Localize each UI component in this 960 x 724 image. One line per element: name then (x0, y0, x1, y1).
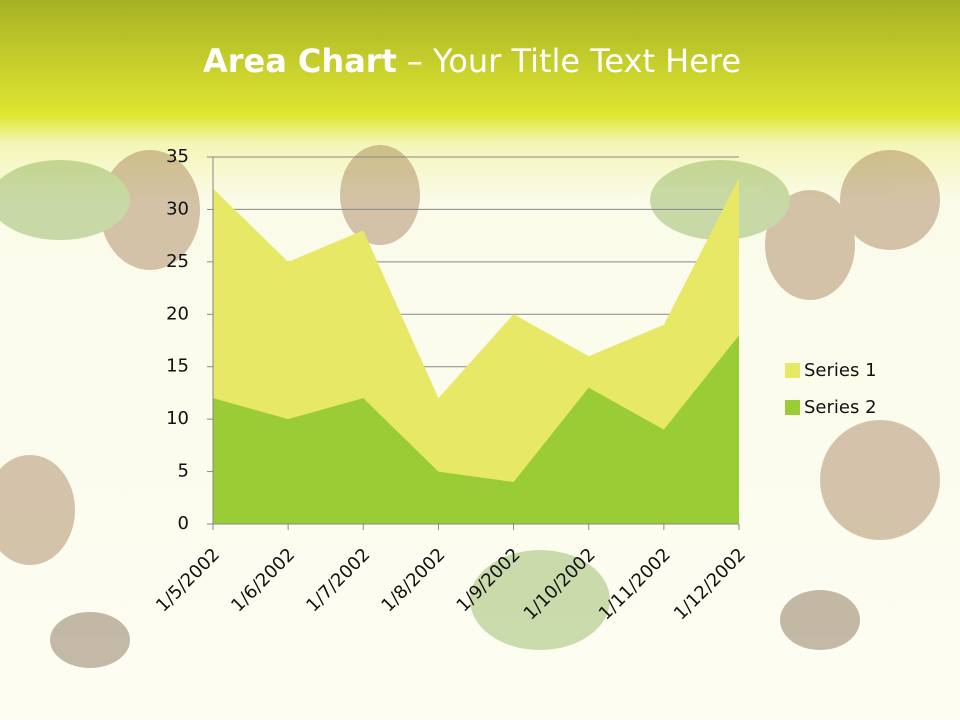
chart-title: Area Chart – Your Title Text Here (203, 42, 741, 80)
y-tick-label: 35 (166, 146, 189, 167)
legend-swatch (785, 363, 800, 378)
title-text: – Your Title Text Here (407, 42, 741, 80)
legend-swatch (785, 400, 800, 415)
legend-label: Series 2 (804, 397, 877, 418)
title-emphasis: Area Chart (203, 42, 397, 80)
area (213, 335, 739, 524)
legend-label: Series 1 (804, 360, 877, 381)
y-tick-label: 15 (166, 356, 189, 377)
y-tick-label: 25 (166, 251, 189, 272)
y-tick-label: 20 (166, 303, 189, 324)
y-tick-label: 0 (178, 513, 189, 534)
y-tick-label: 30 (166, 198, 189, 219)
decoration (0, 145, 940, 668)
y-tick-label: 5 (178, 461, 189, 482)
y-tick-label: 10 (166, 408, 189, 429)
